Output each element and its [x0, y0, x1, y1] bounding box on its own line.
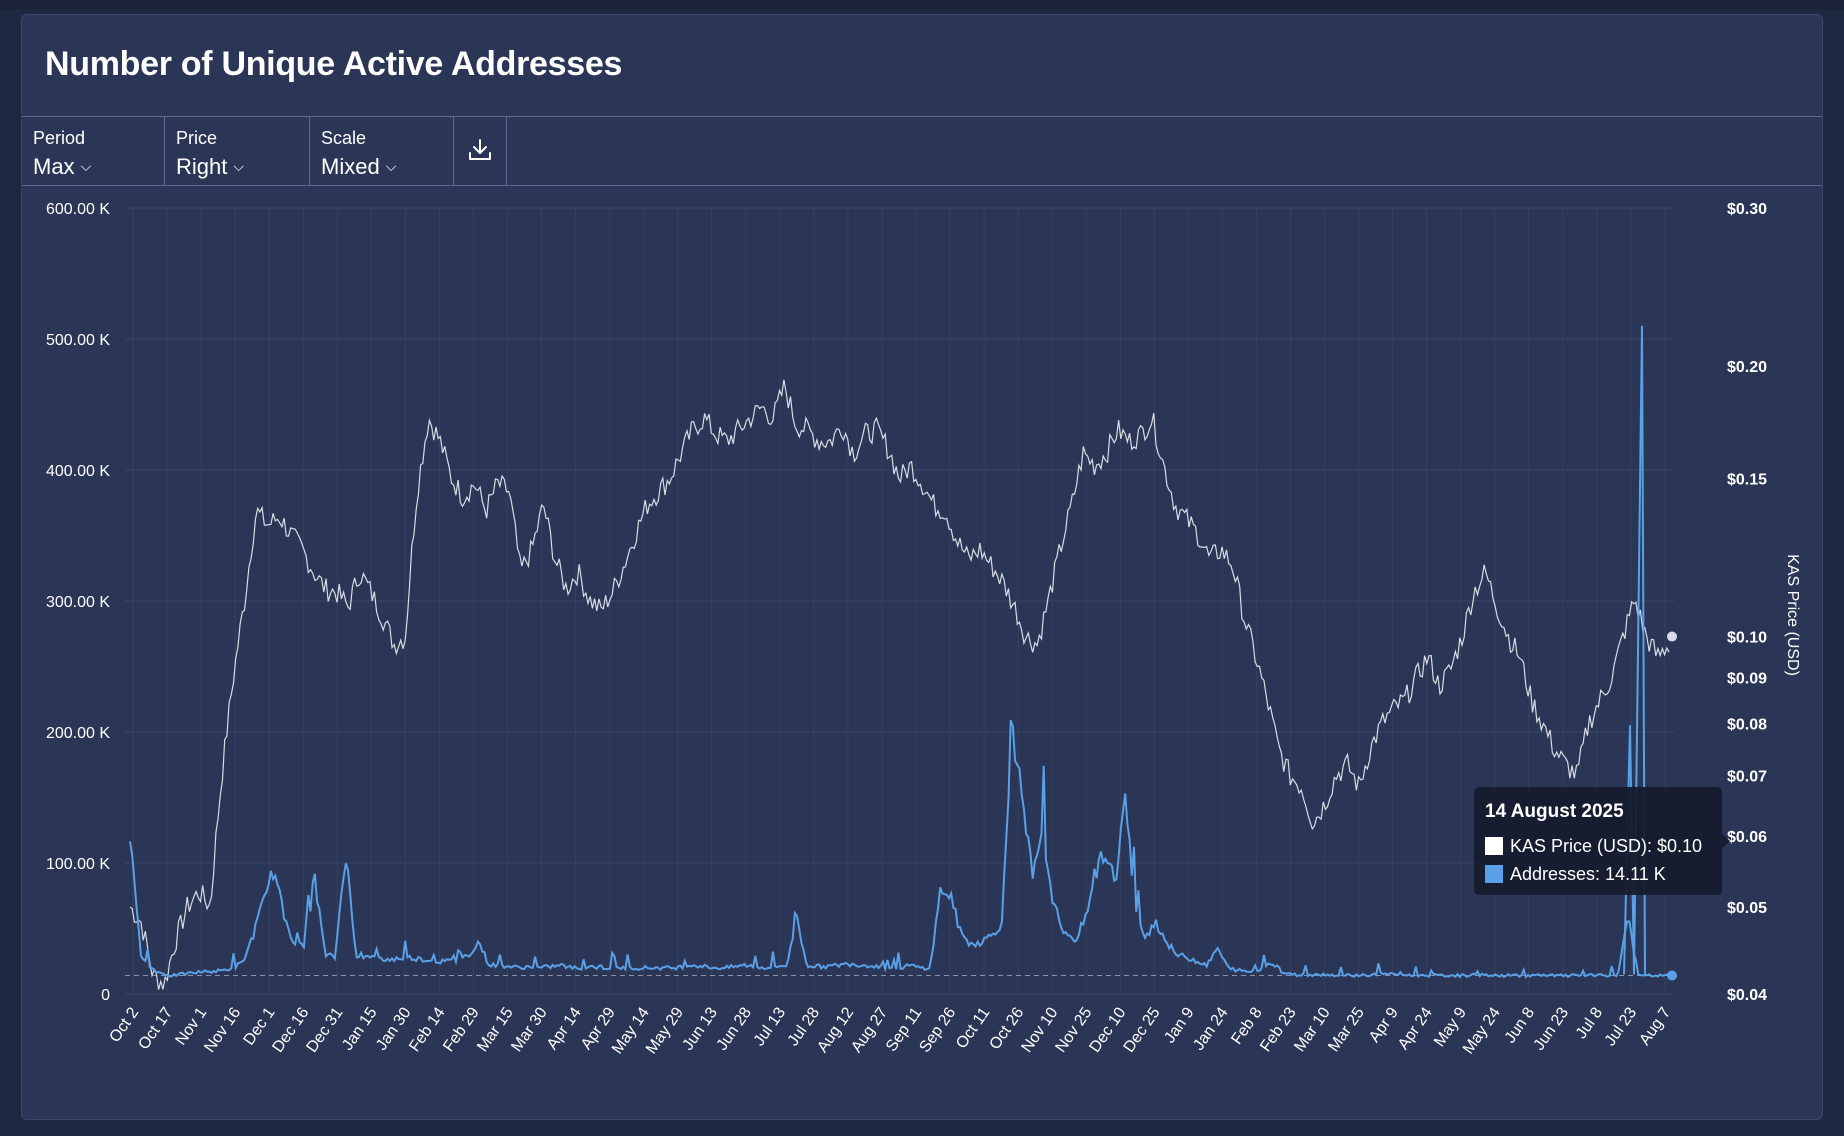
chart-plot[interactable]: 600.00 K 500.00 K 400.00 K 300.00 K 200.00 K… — [22, 15, 1823, 1120]
series-addresses-line — [129, 719, 1670, 979]
x-axis-tick-label: Jan 15 — [339, 1004, 381, 1053]
x-axis-tick-label: Jul 13 — [751, 1004, 789, 1049]
y-axis-tick-label: 500.00 K — [46, 332, 110, 349]
tooltip-addresses: Addresses: 14.11 K — [1510, 864, 1666, 884]
tooltip-pointer — [1722, 834, 1730, 848]
chevron-down-icon: ⌵ — [80, 158, 92, 174]
addresses-marker — [1667, 970, 1677, 981]
period-value: Max — [33, 154, 75, 179]
scale-label: Scale — [321, 128, 367, 148]
chart-card: Number of Unique Active Addresses Period… — [21, 14, 1823, 1120]
x-axis-tick-label: Apr 14 — [544, 1004, 585, 1052]
y2-axis-tick-label: $0.10 — [1727, 630, 1767, 647]
tooltip-price: KAS Price (USD): $0.10 — [1510, 836, 1702, 856]
scale-value: Mixed — [321, 154, 380, 179]
chevron-down-icon: ⌵ — [233, 158, 244, 174]
x-axis-tick-label: Apr 24 — [1395, 1004, 1436, 1052]
x-axis-tick-label: Mar 25 — [1325, 1004, 1368, 1055]
x-axis-tick-label: Jan 24 — [1190, 1004, 1232, 1053]
y-axis-tick-label: 0 — [101, 987, 110, 1004]
y2-axis-tick-label: $0.20 — [1727, 359, 1767, 376]
x-axis-tick-label: Aug 27 — [848, 1004, 891, 1055]
x-axis-tick-label: Jun 28 — [714, 1004, 756, 1053]
x-axis-tick-label: Nov 16 — [201, 1004, 244, 1055]
y2-axis-title: KAS Price (USD) — [1784, 554, 1801, 676]
y2-axis-tick-label: $0.15 — [1727, 471, 1767, 488]
tooltip-swatch-price — [1485, 837, 1503, 855]
y-axis-tick-label: 300.00 K — [46, 594, 110, 611]
download-button[interactable] — [454, 117, 507, 185]
price-dropdown[interactable]: Price Right ⌵ — [165, 117, 310, 185]
chart-controls: Period Max ⌵ Price Right ⌵ Scale Mixed ⌵ — [22, 116, 1822, 186]
chevron-down-icon: ⌵ — [385, 158, 397, 174]
x-axis-tick-label: Dec 25 — [1121, 1004, 1164, 1055]
price-label: Price — [176, 128, 218, 148]
y2-axis-tick-label: $0.05 — [1727, 900, 1767, 917]
y2-axis-tick-label: $0.30 — [1727, 201, 1767, 218]
tooltip-swatch-addresses — [1485, 865, 1503, 883]
x-axis-tick-label: Aug 7 — [1636, 1004, 1674, 1048]
x-axis-tick-label: Jul 8 — [1573, 1004, 1606, 1042]
x-axis-tick-label: Jul 23 — [1602, 1004, 1640, 1049]
x-axis-tick-label: Dec 31 — [304, 1004, 347, 1055]
top-strip — [0, 0, 1844, 10]
x-axis-tick-label: Jun 23 — [1531, 1004, 1573, 1053]
y2-axis-tick-label: $0.09 — [1727, 671, 1767, 688]
series-price-line — [129, 379, 1670, 990]
y-axis-tick-label: 100.00 K — [46, 856, 110, 873]
price-marker — [1667, 631, 1677, 642]
period-dropdown[interactable]: Period Max ⌵ — [22, 117, 165, 185]
x-axis-tick-label: Oct 17 — [135, 1004, 176, 1052]
scale-dropdown[interactable]: Scale Mixed ⌵ — [310, 117, 454, 185]
x-axis-tick-label: Mar 30 — [508, 1004, 551, 1055]
period-label: Period — [33, 128, 86, 148]
tooltip-date: 14 August 2025 — [1485, 801, 1624, 822]
x-axis-tick-label: Sep 26 — [916, 1004, 959, 1055]
y2-axis-tick-label: $0.06 — [1727, 829, 1767, 846]
tooltip-box — [1474, 787, 1722, 895]
page-title: Number of Unique Active Addresses — [45, 45, 623, 83]
y2-axis-tick-label: $0.08 — [1727, 717, 1767, 734]
y-axis-tick-label: 400.00 K — [46, 463, 110, 480]
download-icon — [469, 139, 491, 160]
y-axis-tick-label: 600.00 K — [46, 201, 110, 218]
price-value: Right — [176, 154, 228, 179]
x-axis-tick-label: Jun 13 — [680, 1004, 722, 1053]
y-axis-tick-label: 200.00 K — [46, 725, 110, 742]
y2-axis-tick-label: $0.04 — [1727, 987, 1767, 1004]
y2-axis-tick-label: $0.07 — [1727, 769, 1767, 786]
